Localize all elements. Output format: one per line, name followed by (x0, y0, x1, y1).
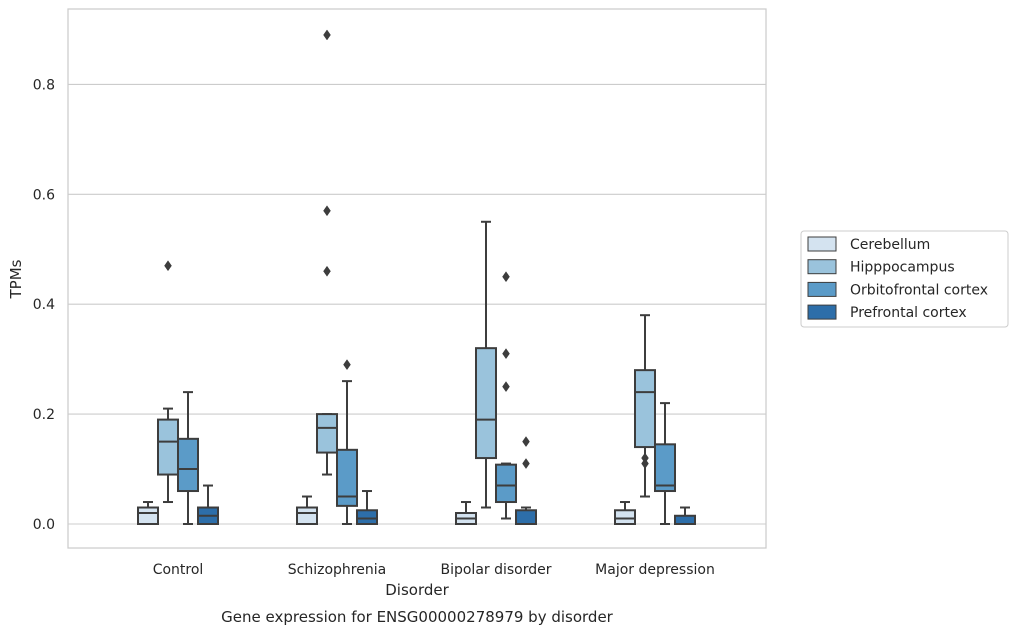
legend: Cerebellum Hipppocampus Orbitofrontal cort… (800, 230, 1009, 328)
outlier-point (502, 348, 510, 360)
y-axis-label: TPMs (7, 259, 25, 299)
outlier-point (323, 265, 331, 277)
box-cerebellum (614, 501, 636, 526)
legend-swatch (807, 281, 837, 297)
outlier-point (641, 452, 649, 464)
outlier-point (641, 458, 649, 469)
box-iqr (495, 463, 517, 504)
box-iqr (336, 448, 358, 507)
y-tick-label: 0.8 (33, 77, 55, 93)
box-iqr (634, 369, 656, 449)
box-orbitofrontal-cortex (495, 271, 517, 520)
y-tick-labels: 0.0 0.2 0.4 0.6 0.8 (33, 77, 55, 533)
box-iqr (157, 418, 179, 476)
box-iqr (674, 514, 696, 526)
legend-label: Cerebellum (850, 237, 930, 253)
outlier-point (502, 271, 510, 283)
x-tick-label: Bipolar disorder (440, 562, 551, 578)
legend-swatch (807, 236, 837, 252)
outlier-point (343, 359, 351, 371)
box-iqr (614, 509, 636, 526)
box-prefrontal-cortex (356, 490, 378, 526)
legend-label: Hipppocampus (850, 260, 955, 276)
box-orbitofrontal-cortex (336, 359, 358, 525)
box-iqr (296, 506, 318, 526)
box-hipppocampus (634, 314, 656, 498)
box-iqr (356, 509, 378, 526)
box-iqr (654, 443, 676, 493)
outlier-point (164, 260, 172, 272)
x-tick-label: Major depression (595, 562, 715, 578)
x-tick-labels: Control Schizophrenia Bipolar disorder Majo… (153, 562, 715, 578)
y-tick-label: 0.2 (33, 407, 55, 423)
box-prefrontal-cortex (515, 436, 537, 526)
chart-caption: Gene expression for ENSG00000278979 by d… (221, 608, 614, 626)
box-prefrontal-cortex (674, 506, 696, 526)
outlier-point (323, 29, 331, 41)
outlier-point (323, 205, 331, 217)
outlier-point (522, 436, 530, 448)
box-iqr (515, 509, 537, 526)
box-iqr (177, 437, 199, 493)
box-hipppocampus (316, 29, 338, 476)
legend-frame (800, 230, 1009, 328)
box-cerebellum (137, 501, 159, 526)
legend-swatch (807, 259, 837, 275)
y-tick-label: 0.0 (33, 517, 55, 533)
box-orbitofrontal-cortex (177, 391, 199, 525)
box-orbitofrontal-cortex (654, 402, 676, 525)
boxes-layer (137, 29, 696, 526)
box-iqr (316, 413, 338, 454)
legend-label: Orbitofrontal cortex (850, 282, 988, 298)
outlier-point (522, 458, 530, 469)
legend-swatch (807, 304, 837, 320)
box-prefrontal-cortex (197, 484, 219, 526)
box-cerebellum (296, 495, 318, 526)
x-tick-label: Schizophrenia (288, 562, 386, 578)
box-cerebellum (455, 501, 477, 526)
y-tick-label: 0.4 (33, 297, 55, 313)
y-tick-label: 0.6 (33, 187, 55, 203)
legend-label: Prefrontal cortex (850, 305, 967, 321)
outlier-point (502, 381, 510, 393)
box-iqr (475, 347, 497, 460)
box-iqr (137, 506, 159, 526)
box-hipppocampus (475, 220, 497, 509)
x-tick-label: Control (153, 562, 204, 578)
x-axis-label: Disorder (385, 581, 449, 599)
